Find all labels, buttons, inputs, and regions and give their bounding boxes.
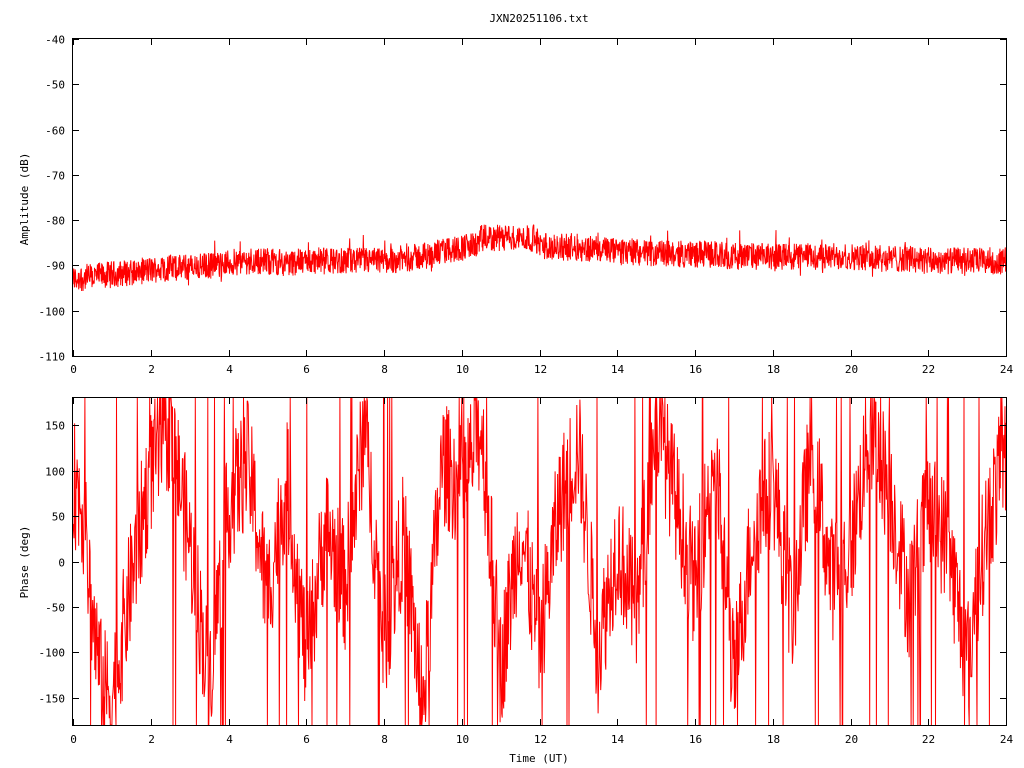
x-tick-label: 6: [303, 363, 310, 376]
x-tick-label: 6: [303, 733, 310, 746]
x-tick-label: 12: [534, 733, 547, 746]
y-tick-label: -100: [39, 306, 66, 319]
y-tick-label: 100: [45, 466, 65, 479]
y-tick-label: -70: [45, 170, 65, 183]
y-tick-label: -50: [45, 602, 65, 615]
x-tick-label: 22: [922, 363, 935, 376]
amplitude-series-line: [73, 224, 1006, 292]
phase-series-line: [73, 398, 1006, 725]
y-tick-label: 150: [45, 420, 65, 433]
x-tick-label: 12: [534, 363, 547, 376]
x-tick-label: 2: [148, 733, 155, 746]
y-tick-label: -150: [39, 693, 66, 706]
y-tick-label: -110: [39, 351, 66, 364]
x-tick-label: 22: [922, 733, 935, 746]
x-tick-label: 20: [845, 363, 858, 376]
phase-y-axis-label: Phase (deg): [18, 526, 31, 599]
y-tick-label: -50: [45, 79, 65, 92]
phase-panel: Phase (deg) 0 2 4 6 8 10 12 14 16 18 20 22 24-150-10…: [18, 397, 1014, 765]
x-axis-label: Time (UT): [509, 752, 569, 765]
x-tick-label: 24: [1000, 733, 1014, 746]
phase-frame: [72, 397, 1007, 726]
x-tick-label: 0: [70, 733, 77, 746]
y-tick-label: -60: [45, 125, 65, 138]
x-tick-label: 14: [611, 363, 625, 376]
amplitude-frame: [72, 38, 1007, 357]
phase-traces: [73, 398, 1006, 725]
amplitude-y-axis-label: Amplitude (dB): [18, 153, 31, 246]
x-tick-label: 10: [456, 363, 469, 376]
x-tick-label: 24: [1000, 363, 1014, 376]
x-tick-label: 16: [689, 733, 702, 746]
x-tick-label: 4: [226, 363, 233, 376]
amplitude-panel: Amplitude (dB) 0 2 4 6 8 10 12 14 16 18 20 22 24-110…: [18, 34, 1013, 377]
phase-axes: 0 2 4 6 8 10 12 14 16 18 20 22 24-150-100-5005010015…: [39, 398, 1014, 746]
x-tick-label: 14: [611, 733, 625, 746]
x-tick-label: 2: [148, 363, 155, 376]
amplitude-axes: 0 2 4 6 8 10 12 14 16 18 20 22 24-110-100-90-80-70-6…: [39, 34, 1014, 377]
y-tick-label: -100: [39, 647, 66, 660]
amplitude-traces: [73, 224, 1006, 292]
y-tick-label: -90: [45, 260, 65, 273]
x-tick-label: 16: [689, 363, 702, 376]
x-tick-label: 18: [767, 733, 780, 746]
x-tick-label: 4: [226, 733, 233, 746]
x-tick-label: 8: [381, 733, 388, 746]
x-tick-label: 10: [456, 733, 469, 746]
y-tick-label: -80: [45, 215, 65, 228]
y-tick-label: 0: [58, 557, 65, 570]
x-tick-label: 8: [381, 363, 388, 376]
y-tick-label: 50: [52, 511, 65, 524]
x-tick-label: 18: [767, 363, 780, 376]
x-tick-label: 0: [70, 363, 77, 376]
chart-title: JXN20251106.txt: [489, 12, 588, 25]
x-tick-label: 20: [845, 733, 858, 746]
y-tick-label: -40: [45, 34, 65, 47]
